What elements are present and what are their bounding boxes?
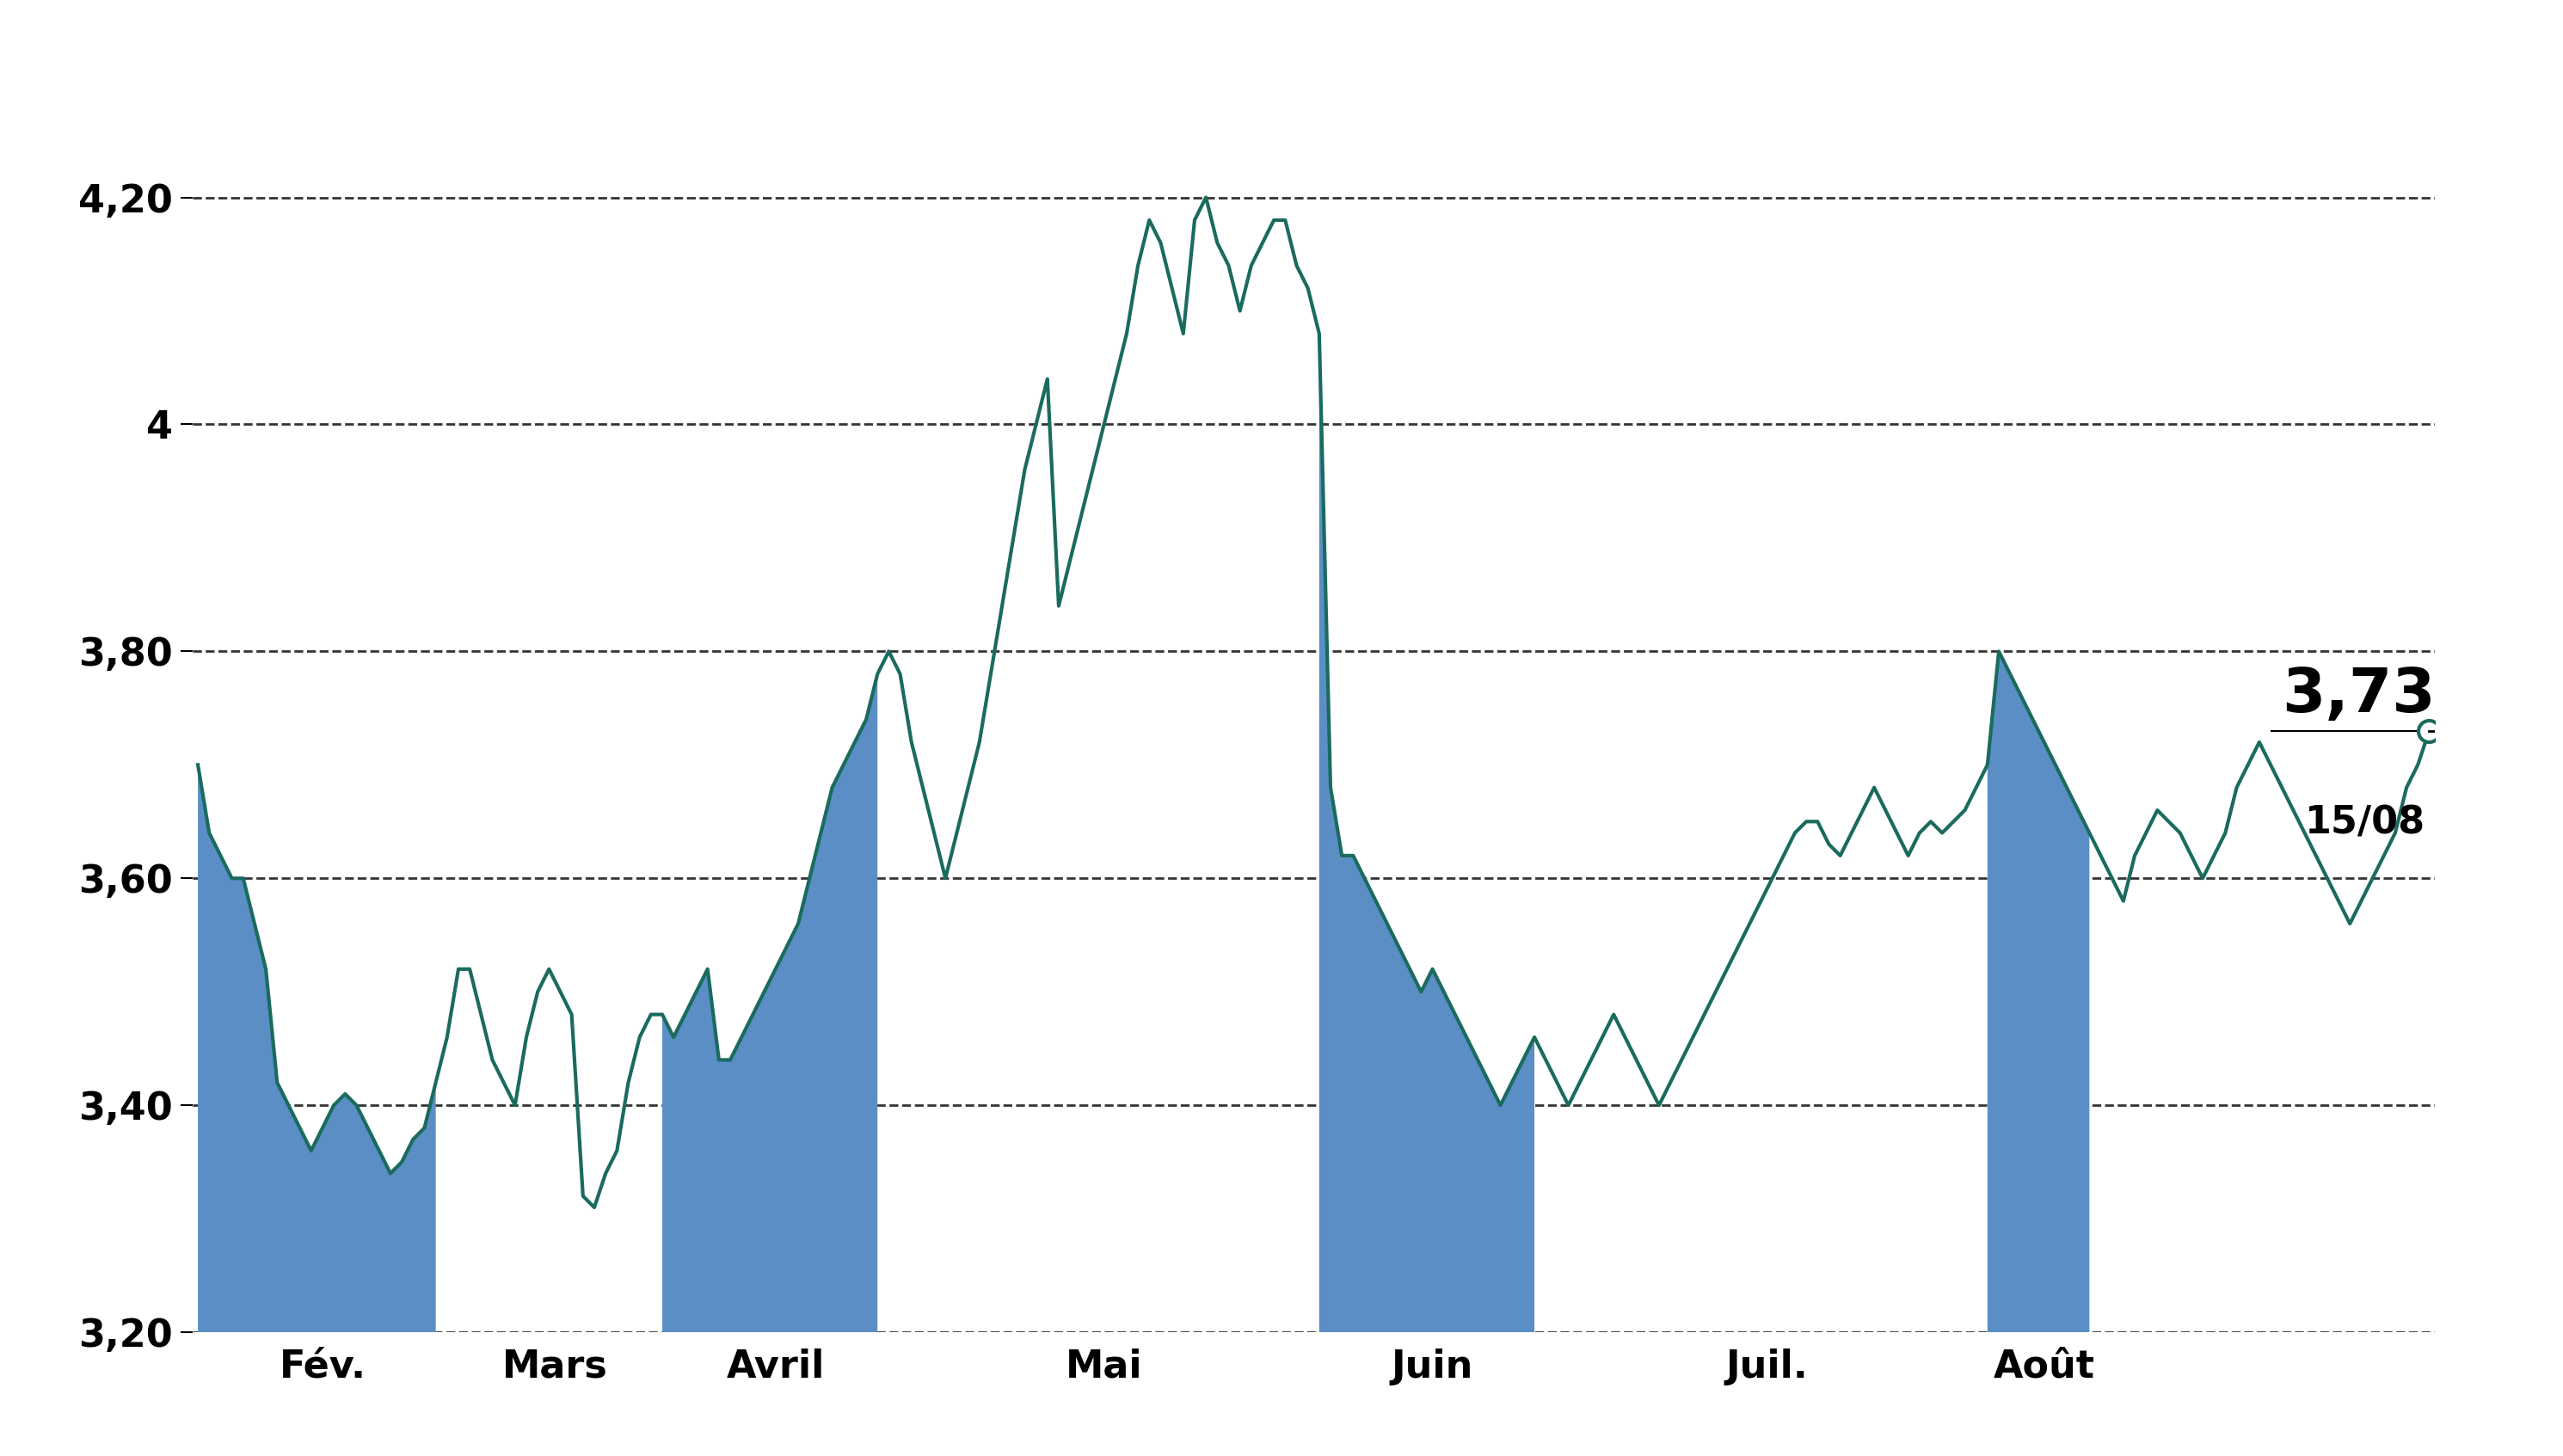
Text: Borussia Dortmund GmbH & Co KGaA: Borussia Dortmund GmbH & Co KGaA bbox=[402, 39, 2161, 118]
Text: 15/08: 15/08 bbox=[2304, 805, 2425, 842]
Text: 3,73: 3,73 bbox=[2281, 665, 2435, 725]
